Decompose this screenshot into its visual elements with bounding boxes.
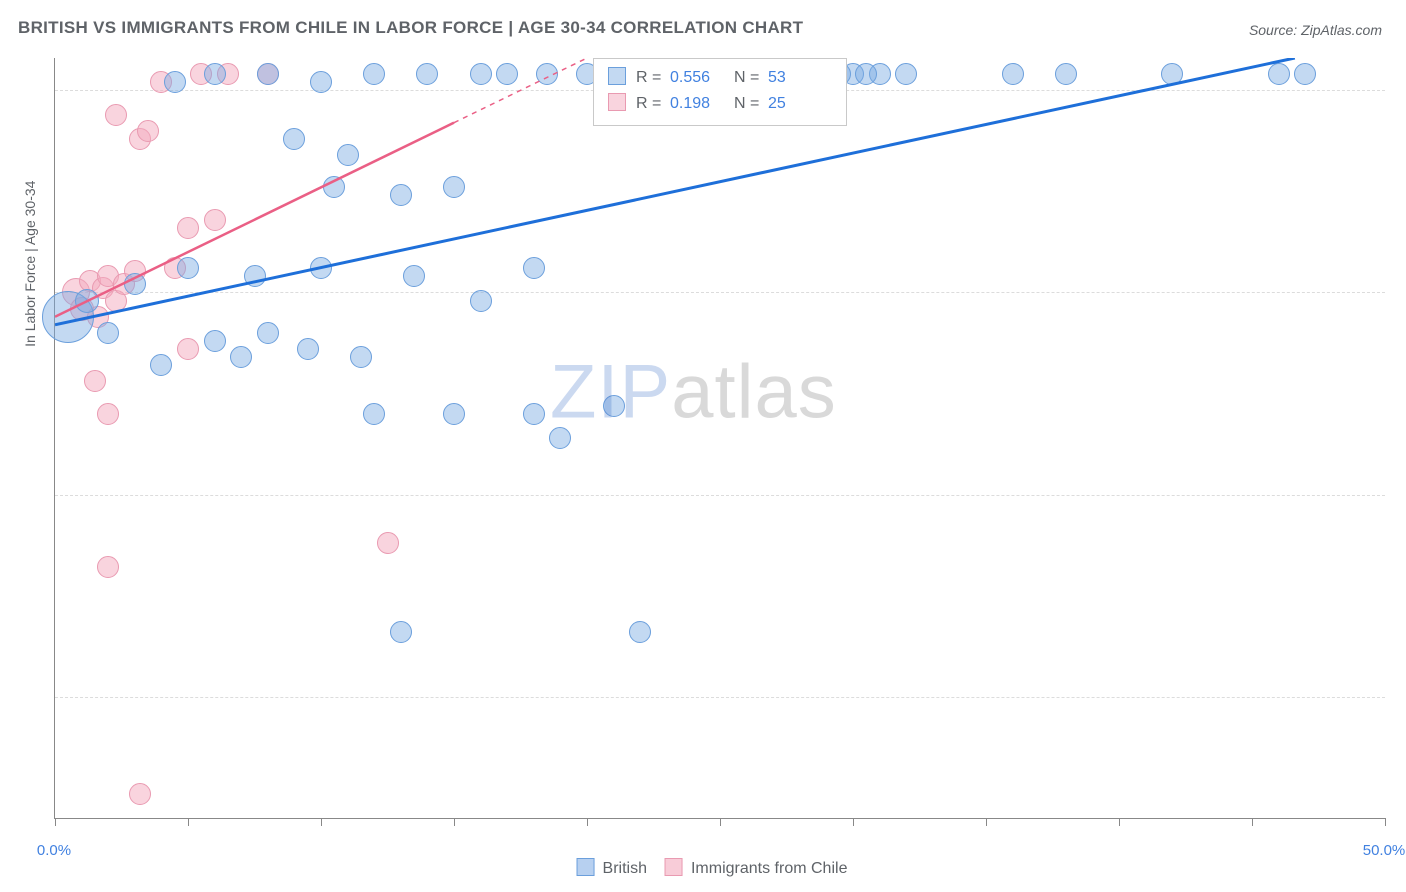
x-tick [454, 818, 455, 826]
legend-n-label: N = [734, 65, 768, 91]
y-axis-label: In Labor Force | Age 30-34 [22, 181, 38, 347]
data-point [84, 370, 106, 392]
data-point [150, 354, 172, 376]
data-point [177, 257, 199, 279]
data-point [323, 176, 345, 198]
x-tick [853, 818, 854, 826]
legend-r-label: R = [636, 65, 670, 91]
plot-area: ZIPatlas R =0.556N =53R =0.198N =25 62.5… [54, 58, 1385, 819]
data-point [97, 556, 119, 578]
data-point [177, 338, 199, 360]
data-point [204, 63, 226, 85]
data-point [204, 209, 226, 231]
data-point [603, 395, 625, 417]
data-point [105, 104, 127, 126]
data-point [496, 63, 518, 85]
y-tick-label: 62.5% [1397, 688, 1406, 705]
legend-row: R =0.556N =53 [608, 65, 832, 91]
data-point [1055, 63, 1077, 85]
data-point [297, 338, 319, 360]
data-point [390, 184, 412, 206]
data-point [204, 330, 226, 352]
data-point [855, 63, 877, 85]
data-point [470, 63, 492, 85]
data-point [337, 144, 359, 166]
data-point [164, 71, 186, 93]
trend-lines-layer [55, 58, 1385, 818]
legend-series-label: Immigrants from Chile [691, 860, 847, 877]
data-point [177, 217, 199, 239]
data-point [310, 71, 332, 93]
x-tick [55, 818, 56, 826]
data-point [416, 63, 438, 85]
data-point [257, 63, 279, 85]
legend-swatch [577, 858, 595, 876]
x-tick [1252, 818, 1253, 826]
data-point [1268, 63, 1290, 85]
legend-row: R =0.198N =25 [608, 91, 832, 117]
data-point [97, 403, 119, 425]
data-point [363, 63, 385, 85]
watermark-atlas: atlas [671, 350, 837, 435]
data-point [1161, 63, 1183, 85]
data-point [470, 290, 492, 312]
legend-n-value: 53 [768, 65, 832, 91]
x-tick [1119, 818, 1120, 826]
gridline-h [55, 292, 1385, 293]
x-tick [720, 818, 721, 826]
data-point [523, 403, 545, 425]
gridline-h [55, 495, 1385, 496]
data-point [443, 176, 465, 198]
data-point [137, 120, 159, 142]
data-point [97, 322, 119, 344]
y-tick-label: 100.0% [1397, 82, 1406, 99]
data-point [283, 128, 305, 150]
data-point [75, 289, 99, 313]
data-point [403, 265, 425, 287]
gridline-h [55, 697, 1385, 698]
source-label: Source: ZipAtlas.com [1249, 22, 1382, 38]
legend-swatch [608, 67, 626, 85]
data-point [390, 621, 412, 643]
data-point [244, 265, 266, 287]
x-tick [321, 818, 322, 826]
x-tick [587, 818, 588, 826]
legend-n-label: N = [734, 91, 768, 117]
legend-swatch [608, 93, 626, 111]
x-tick [188, 818, 189, 826]
series-legend: British Immigrants from Chile [559, 858, 848, 878]
y-tick-label: 75.0% [1397, 486, 1406, 503]
watermark: ZIPatlas [550, 349, 837, 436]
x-tick-label: 50.0% [1363, 842, 1406, 859]
correlation-legend: R =0.556N =53R =0.198N =25 [593, 58, 847, 126]
legend-r-label: R = [636, 91, 670, 117]
data-point [363, 403, 385, 425]
data-point [230, 346, 252, 368]
data-point [629, 621, 651, 643]
data-point [257, 322, 279, 344]
legend-series-label: British [603, 860, 647, 877]
legend-r-value: 0.198 [670, 91, 734, 117]
data-point [895, 63, 917, 85]
x-tick [1385, 818, 1386, 826]
legend-r-value: 0.556 [670, 65, 734, 91]
x-tick [986, 818, 987, 826]
chart-title: BRITISH VS IMMIGRANTS FROM CHILE IN LABO… [18, 18, 803, 38]
data-point [523, 257, 545, 279]
data-point [549, 427, 571, 449]
data-point [129, 783, 151, 805]
data-point [443, 403, 465, 425]
legend-swatch [665, 858, 683, 876]
data-point [310, 257, 332, 279]
y-tick-label: 87.5% [1397, 284, 1406, 301]
data-point [536, 63, 558, 85]
data-point [1294, 63, 1316, 85]
data-point [124, 273, 146, 295]
data-point [377, 532, 399, 554]
watermark-zip: ZIP [550, 350, 671, 435]
x-tick-label: 0.0% [37, 842, 71, 859]
data-point [350, 346, 372, 368]
legend-n-value: 25 [768, 91, 832, 117]
data-point [1002, 63, 1024, 85]
